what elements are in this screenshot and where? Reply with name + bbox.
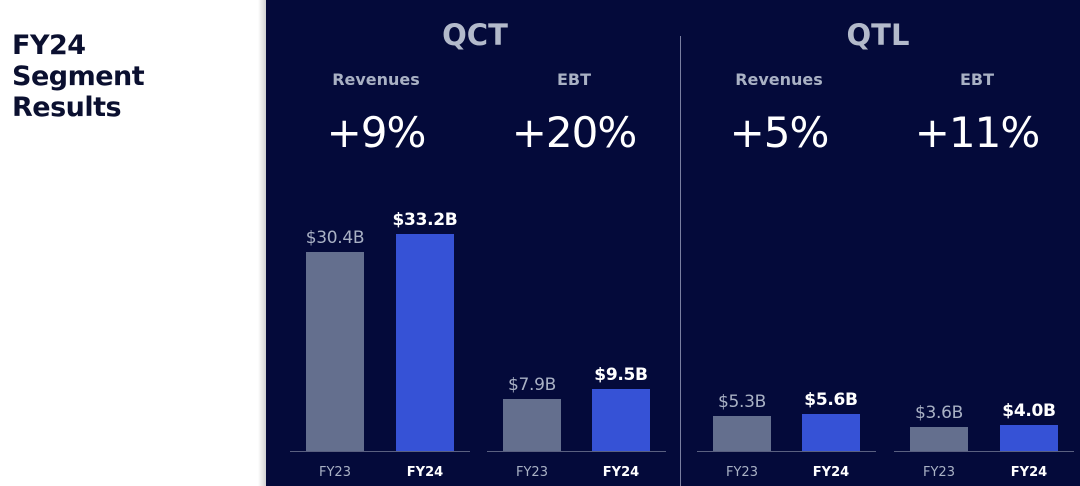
segment-title-qtl: QTL bbox=[846, 18, 910, 52]
bar-value-label: $3.6B bbox=[914, 403, 963, 423]
page-title: FY24 Segment Results bbox=[12, 30, 264, 123]
bar-value-label: $9.5B bbox=[594, 365, 648, 385]
growth-percent-qtl-ebt: +11% bbox=[914, 108, 1041, 157]
growth-percent-qtl-revenues: +5% bbox=[729, 108, 830, 157]
bar-qct-revenues-fy23 bbox=[306, 252, 364, 451]
bar-value-label: $33.2B bbox=[392, 210, 458, 230]
bar-value-label: $5.6B bbox=[804, 390, 858, 410]
growth-percent-qct-ebt: +20% bbox=[511, 108, 638, 157]
chart-baseline-qtl-revenues bbox=[697, 451, 876, 452]
page-title-line: Results bbox=[12, 92, 122, 123]
x-tick-label: FY24 bbox=[1010, 465, 1048, 480]
bar-value-label: $5.3B bbox=[717, 392, 766, 412]
x-tick-label: FY23 bbox=[319, 465, 351, 480]
x-tick-label: FY23 bbox=[726, 465, 758, 480]
x-tick-label: FY24 bbox=[602, 465, 640, 480]
x-tick-label: FY23 bbox=[923, 465, 955, 480]
bar-value-label: $30.4B bbox=[305, 228, 365, 248]
bar-qct-revenues-fy24 bbox=[396, 234, 454, 451]
bar-value-label: $7.9B bbox=[507, 375, 556, 395]
title-panel: FY24 Segment Results bbox=[0, 0, 264, 486]
chart-baseline-qtl-ebt bbox=[894, 451, 1074, 452]
x-tick-label: FY24 bbox=[812, 465, 850, 480]
metric-label-qtl-ebt: EBT bbox=[959, 70, 995, 89]
panel-shadow bbox=[258, 0, 266, 486]
chart-baseline-qct-revenues bbox=[290, 451, 470, 452]
page-title-line: Segment bbox=[12, 61, 145, 92]
x-tick-label: FY24 bbox=[406, 465, 444, 480]
growth-percent-qct-revenues: +9% bbox=[326, 108, 427, 157]
bar-value-label: $4.0B bbox=[1002, 401, 1056, 421]
x-tick-label: FY23 bbox=[516, 465, 548, 480]
page-title-line: FY24 bbox=[12, 30, 86, 61]
metric-label-qct-ebt: EBT bbox=[556, 70, 592, 89]
bar-qtl-revenues-fy23 bbox=[713, 416, 771, 451]
metric-label-qct-revenues: Revenues bbox=[332, 70, 420, 89]
metric-label-qtl-revenues: Revenues bbox=[735, 70, 823, 89]
segment-title-qct: QCT bbox=[442, 18, 508, 52]
bar-qct-ebt-fy23 bbox=[503, 399, 561, 451]
bar-qtl-ebt-fy24 bbox=[1000, 425, 1058, 451]
bar-qtl-ebt-fy23 bbox=[910, 427, 968, 451]
bar-qct-ebt-fy24 bbox=[592, 389, 650, 451]
segment-divider bbox=[680, 36, 681, 486]
bar-qtl-revenues-fy24 bbox=[802, 414, 860, 451]
chart-baseline-qct-ebt bbox=[487, 451, 666, 452]
